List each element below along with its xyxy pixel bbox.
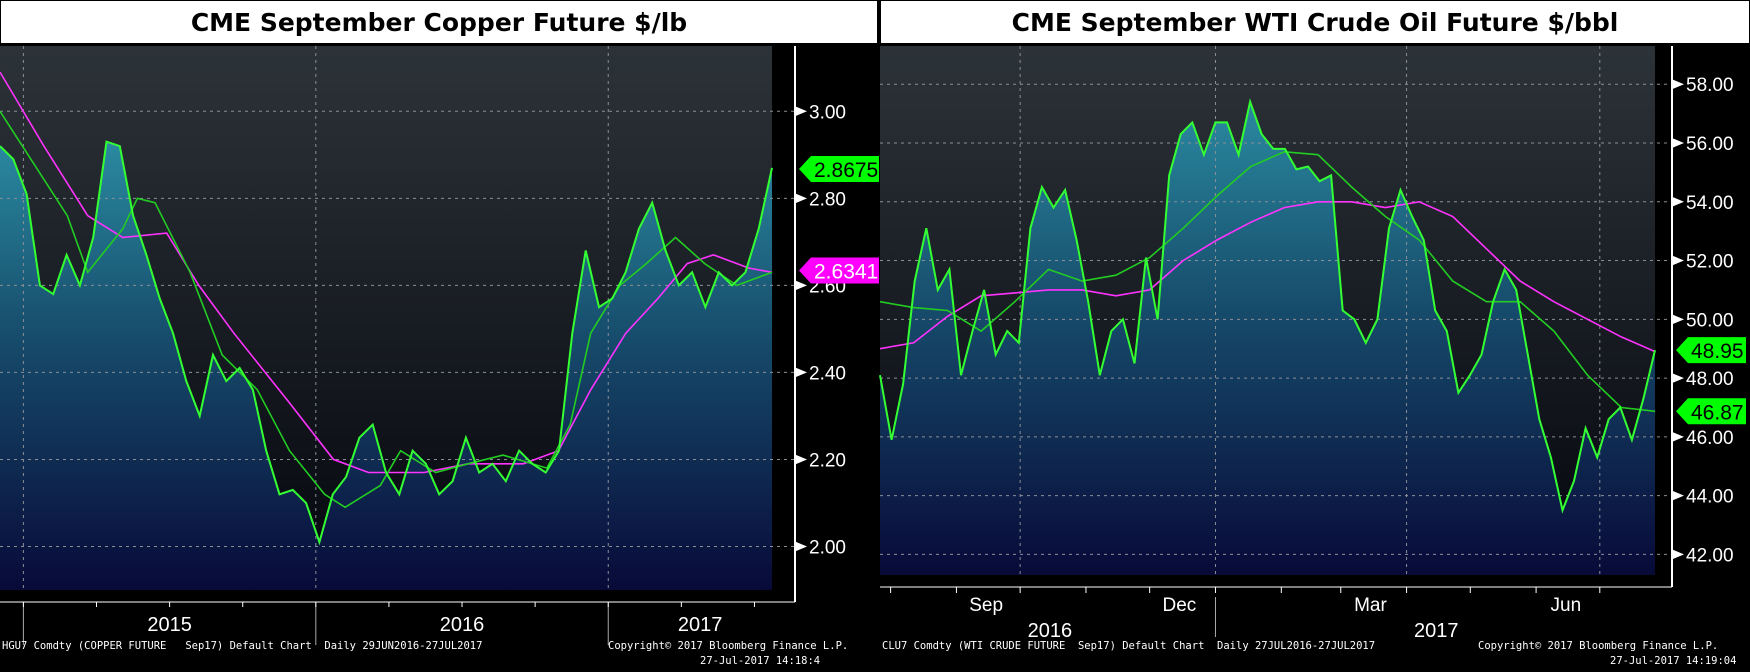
oil-month-label: Jun [1551,595,1582,616]
oil-last-value-label: 48.95 [1691,340,1744,363]
oil-chart-title: CME September WTI Crude Oil Future $/bbl [880,0,1750,44]
oil-y-tick [1672,137,1684,148]
oil-last-value-tag [1676,337,1746,364]
copper-footer-time: 27-Jul-2017 14:18:4 [700,655,821,667]
copper-y-tick-label: 2.40 [809,363,846,384]
oil-y-tick [1672,373,1684,384]
oil-last-value-tag [1676,398,1746,425]
copper-y-tick [795,367,807,378]
oil-month-label: Dec [1162,595,1196,616]
copper-y-tick-label: 2.80 [809,189,846,210]
oil-y-tick-label: 42.00 [1686,545,1734,566]
oil-y-tick [1672,314,1684,325]
oil-y-tick [1672,255,1684,266]
oil-close-area [880,101,1655,576]
copper-last-value-label: 2.6341 [814,261,878,284]
oil-y-tick [1672,490,1684,501]
copper-year-label: 2016 [440,614,485,636]
oil-series-moving-average-long [879,200,1656,353]
oil-y-tick-label: 54.00 [1686,193,1734,214]
copper-y-tick-label: 2.00 [809,537,846,558]
oil-series-close [879,98,1656,514]
copper-last-value-label: 2.8675 [814,159,878,182]
copper-y-tick-label: 3.00 [809,102,846,123]
copper-y-tick [795,193,807,204]
oil-footer-time: 27-Jul-2017 14:19:04 [1610,655,1737,667]
copper-y-tick-label: 2.20 [809,450,846,471]
oil-y-tick-label: 46.00 [1686,428,1734,449]
copper-series-moving-average-short [0,110,773,509]
oil-y-tick-label: 56.00 [1686,134,1734,155]
oil-y-tick [1672,431,1684,442]
oil-month-label: Mar [1354,595,1387,616]
copper-footer-copyright: Copyright© 2017 Bloomberg Finance L.P. [608,640,849,652]
copper-close-area [0,141,772,590]
oil-year-label: 2016 [1028,620,1073,642]
oil-y-tick-label: 48.00 [1686,369,1734,390]
copper-series-close [0,140,773,546]
oil-y-tick [1672,79,1684,90]
oil-y-tick-label: 52.00 [1686,252,1734,273]
copper-last-value-tag [799,155,879,182]
copper-y-tick [795,106,807,117]
oil-last-value-label: 46.87 [1691,401,1744,424]
oil-year-label: 2017 [1414,620,1459,642]
copper-footer-left: HGU7 Comdty (COPPER FUTURE Sep17) Defaul… [2,640,483,652]
oil-footer-left: CLU7 Comdty (WTI CRUDE FUTURE Sep17) Def… [882,640,1376,652]
copper-chart-title: CME September Copper Future $/lb [0,0,878,44]
copper-y-tick [795,280,807,291]
copper-y-tick [795,454,807,465]
oil-footer-copyright: Copyright© 2017 Bloomberg Finance L.P. [1478,640,1719,652]
copper-year-label: 2015 [147,614,192,636]
oil-y-tick-label: 50.00 [1686,310,1734,331]
oil-y-tick [1672,549,1684,560]
copper-last-value-tag [799,257,879,284]
oil-y-tick-label: 44.00 [1686,487,1734,508]
oil-month-label: Sep [969,595,1003,616]
oil-y-tick-label: 58.00 [1686,75,1734,96]
copper-y-tick [795,541,807,552]
oil-series-moving-average-short [879,150,1656,413]
copper-year-label: 2017 [678,614,723,636]
oil-y-tick [1672,196,1684,207]
copper-series-moving-average-long [0,71,773,474]
